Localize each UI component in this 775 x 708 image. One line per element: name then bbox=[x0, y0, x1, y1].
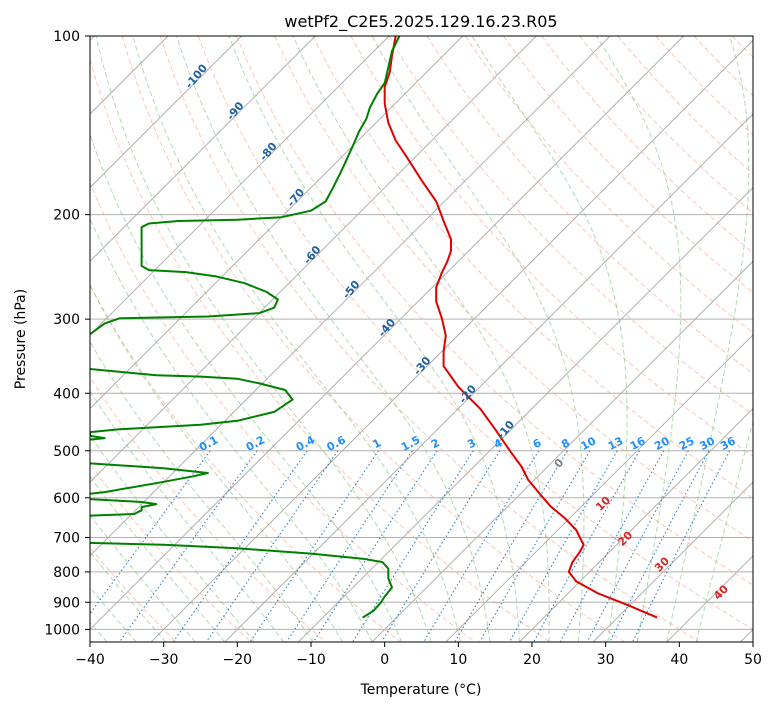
moist-adiabat-line bbox=[90, 284, 344, 642]
moist-adiabat-line bbox=[90, 475, 226, 642]
isotherm-line bbox=[90, 36, 685, 631]
dry-adiabat-line bbox=[90, 283, 401, 642]
mixing-ratio-lines bbox=[90, 450, 731, 642]
mixing-ratio-line bbox=[509, 450, 618, 642]
mixing-ratio-line bbox=[205, 450, 339, 642]
dry-adiabat-line bbox=[502, 36, 753, 294]
dry-adiabat-line bbox=[274, 36, 753, 542]
mixing-ratio-line bbox=[286, 450, 413, 642]
x-tick-label: −40 bbox=[75, 652, 105, 668]
isotherm-line bbox=[90, 36, 243, 189]
x-tick-label: 40 bbox=[670, 652, 688, 668]
pressure-gridlines bbox=[90, 36, 753, 630]
y-tick-label: 400 bbox=[53, 386, 80, 402]
dry-adiabat-line bbox=[236, 36, 753, 586]
chart-title: wetPf2_C2E5.2025.129.16.23.R05 bbox=[284, 12, 557, 32]
moist-adiabat-line bbox=[90, 340, 314, 642]
mixing-ratio-label: 20 bbox=[652, 434, 672, 453]
isotherm-line bbox=[90, 36, 464, 410]
mixing-ratio-line bbox=[249, 450, 379, 642]
y-tick-label: 800 bbox=[53, 565, 80, 581]
mixing-ratio-line bbox=[609, 450, 710, 642]
y-axis-ticks: 100 200 300 400 500 600 700 800 900 1000 bbox=[44, 29, 90, 638]
isotherm-line bbox=[90, 36, 611, 557]
dewpoint-profile-line bbox=[90, 36, 401, 619]
dry-adiabat-line bbox=[90, 376, 327, 642]
dry-adiabat-line bbox=[121, 36, 625, 642]
y-axis-label: Pressure (hPa) bbox=[13, 289, 29, 389]
dry-adiabat-line bbox=[197, 36, 753, 630]
moist-adiabat-line bbox=[292, 36, 550, 642]
x-axis-label: Temperature (°C) bbox=[360, 682, 482, 698]
moist-adiabat-line bbox=[176, 36, 491, 642]
dry-adiabat-line bbox=[90, 463, 252, 642]
dry-adiabat-line bbox=[388, 36, 753, 416]
mixing-ratio-line bbox=[381, 450, 501, 642]
y-tick-label: 1000 bbox=[44, 622, 80, 638]
y-tick-label: 200 bbox=[53, 208, 80, 224]
y-tick-label: 700 bbox=[53, 531, 80, 547]
x-tick-label: −30 bbox=[149, 652, 179, 668]
mixing-ratio-label: 16 bbox=[628, 434, 648, 453]
moist-adiabat-line bbox=[666, 36, 750, 642]
x-tick-label: 50 bbox=[744, 652, 762, 668]
isotherm-line bbox=[90, 36, 390, 336]
isotherm-line bbox=[519, 407, 753, 642]
dry-adiabat-line bbox=[90, 546, 177, 642]
x-tick-label: 0 bbox=[380, 652, 389, 668]
temperature-profile-line bbox=[383, 36, 658, 619]
moist-adiabat-line bbox=[90, 434, 255, 642]
moist-adiabat-line bbox=[695, 419, 753, 642]
y-tick-label: 300 bbox=[53, 312, 80, 328]
moist-adiabat-line bbox=[595, 36, 682, 642]
moist-adiabat-line bbox=[90, 217, 373, 642]
mixing-ratio-label: 25 bbox=[677, 434, 697, 453]
profile-series bbox=[90, 36, 658, 619]
mixing-ratio-line bbox=[90, 450, 211, 615]
plot-area: 0.1 0.2 0.4 0.6 1 1.5 2 3 4 6 8 10 13 16 20 25 30 36-100-… bbox=[90, 36, 753, 642]
x-tick-label: −10 bbox=[296, 652, 326, 668]
isotherm-line bbox=[445, 334, 753, 642]
dry-adiabat-line bbox=[159, 36, 700, 642]
y-tick-label: 900 bbox=[53, 595, 80, 611]
mixing-ratio-line bbox=[586, 450, 689, 642]
y-tick-label: 600 bbox=[53, 491, 80, 507]
moist-adiabat-line bbox=[132, 36, 461, 642]
isotherm-line bbox=[90, 36, 316, 262]
dry-adiabat-line bbox=[90, 181, 476, 642]
moist-adiabat-line bbox=[228, 36, 520, 642]
moist-adiabat-lines bbox=[90, 36, 753, 642]
mixing-ratio-label: 10 bbox=[579, 434, 599, 453]
dry-adiabat-line bbox=[426, 36, 753, 374]
mixing-ratio-label: 13 bbox=[606, 434, 626, 453]
x-tick-label: 30 bbox=[597, 652, 615, 668]
x-tick-label: 10 bbox=[449, 652, 467, 668]
moist-adiabat-line bbox=[95, 36, 432, 642]
isotherm-line bbox=[371, 260, 753, 642]
x-tick-label: −20 bbox=[223, 652, 253, 668]
mixing-ratio-line bbox=[559, 450, 665, 642]
moist-adiabat-line bbox=[371, 36, 585, 642]
isotherm-line bbox=[150, 39, 753, 642]
mixing-ratio-line bbox=[423, 450, 540, 642]
mixing-ratio-label: 36 bbox=[718, 434, 738, 453]
x-tick-label: 20 bbox=[523, 652, 541, 668]
dry-adiabat-line bbox=[90, 57, 551, 642]
y-tick-label: 500 bbox=[53, 444, 80, 460]
isotherm-line bbox=[592, 481, 753, 642]
plot-frame bbox=[89, 35, 754, 643]
dry-adiabat-line bbox=[464, 36, 753, 334]
mixing-ratio-label: 30 bbox=[697, 434, 717, 453]
mixing-ratio-line bbox=[172, 450, 308, 642]
isotherm-line bbox=[90, 36, 537, 483]
isotherm-line bbox=[224, 113, 753, 642]
x-axis-ticks: −40 −30 −20 −10 0 10 20 30 40 50 bbox=[75, 642, 762, 668]
y-tick-label: 100 bbox=[53, 29, 80, 45]
mixing-ratio-line bbox=[632, 450, 731, 642]
